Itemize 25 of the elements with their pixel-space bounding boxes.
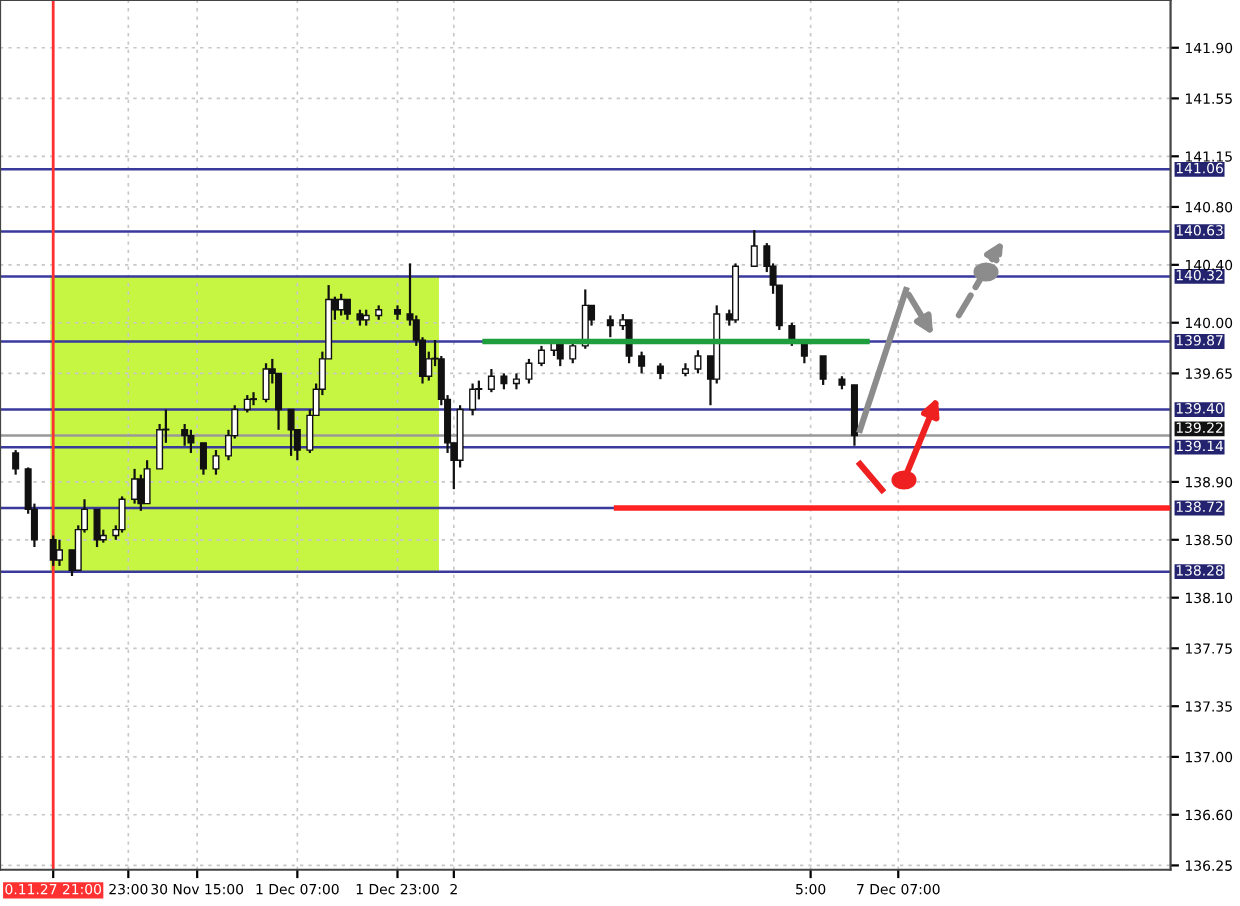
candlestick [262,362,270,404]
candlestick [137,473,145,512]
candlestick [819,354,827,387]
candlestick [469,382,477,417]
candlestick [487,367,495,394]
candlestick [49,534,57,567]
candlestick [199,441,207,476]
candlestick [287,408,295,457]
candlestick [250,391,258,407]
candlestick [537,344,545,368]
candlestick [181,422,189,447]
candlestick [525,357,533,385]
candlestick [118,495,126,534]
candlestick [55,538,63,567]
candlestick [212,448,220,476]
candlestick [187,428,195,455]
candlestick [143,459,151,505]
candlestick [343,298,351,321]
candlestick [569,341,577,365]
candlestick [12,448,20,476]
candlestick [694,349,702,375]
candlestick [93,508,101,549]
candlestick [606,314,614,339]
candlestick [638,350,646,375]
candlestick [750,228,758,268]
